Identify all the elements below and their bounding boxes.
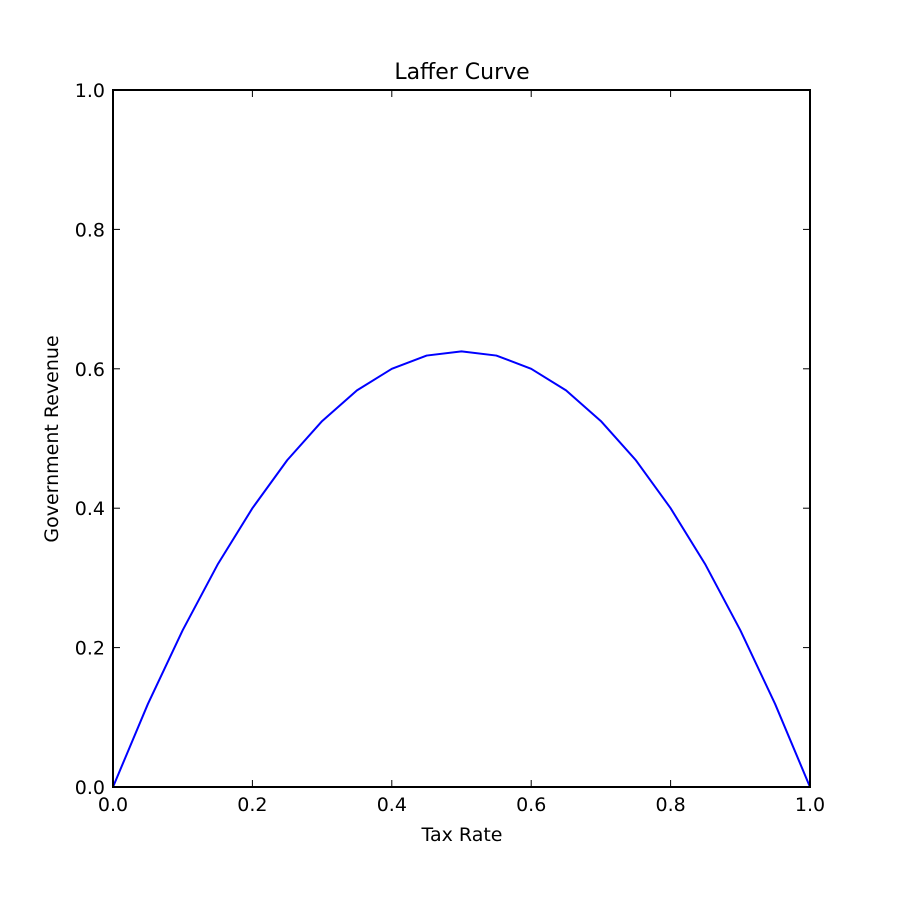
chart-title: Laffer Curve [394, 60, 529, 85]
plot-area: 0.0 0.2 0.4 0.6 0.8 1.0 0.0 0.2 0.4 0.6 0.8 1.0 [75, 80, 825, 816]
x-tick-label: 0.0 [98, 794, 128, 816]
x-tick-label: 0.6 [516, 794, 546, 816]
y-tick-label: 1.0 [75, 80, 105, 102]
series-line-0 [112, 350, 811, 788]
y-tick-label: 0.0 [75, 777, 105, 799]
y-tick-label: 0.4 [75, 498, 105, 520]
x-tick-label: 1.0 [795, 794, 825, 816]
x-tick-label: 0.2 [237, 794, 267, 816]
y-tick-label: 0.8 [75, 219, 105, 241]
x-tick-label: 0.4 [377, 794, 407, 816]
y-axis-label: Government Revenue [41, 335, 63, 542]
y-tick-label: 0.6 [75, 359, 105, 381]
x-tick-label: 0.8 [655, 794, 685, 816]
y-tick-label: 0.2 [75, 638, 105, 660]
axes-frame [112, 89, 811, 788]
x-axis-label: Tax Rate [421, 824, 503, 846]
